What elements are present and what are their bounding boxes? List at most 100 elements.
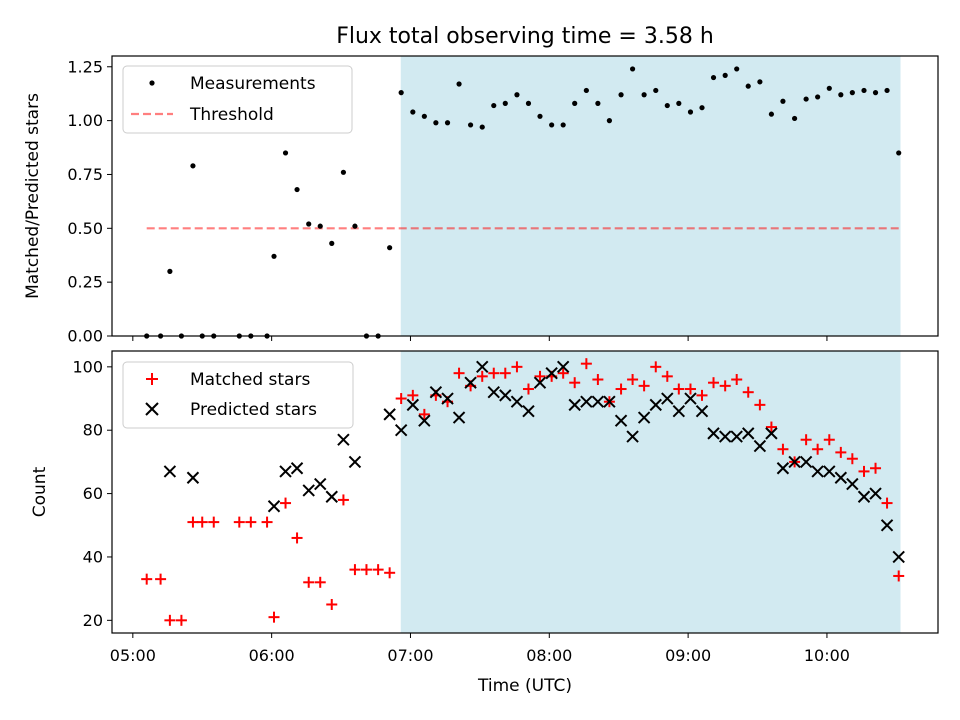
measurement-point [271,253,277,259]
predicted-star-point [499,389,512,402]
legend-measurements-label: Measurements [190,74,316,94]
top-panel: 0.00 0.25 0.50 0.75 1.00 1.25 Matched/Predict… [23,55,939,346]
x-tick-label: 09:00 [665,646,711,665]
measurement-point [734,66,740,72]
measurement-point [653,87,659,94]
legend-measurements-marker [149,80,155,86]
bottom-observing-span [400,351,901,633]
predicted-star-point [163,465,177,478]
predicted-star-point [614,414,628,427]
top-legend: Measurements Threshold [122,65,353,134]
predicted-star-point [302,484,315,497]
measurement-point [491,102,497,109]
matched-star-point [453,367,465,379]
matched-star-point [196,516,208,528]
matched-star-point [673,383,685,395]
x-tick-label: 08:00 [526,646,572,665]
matched-star-point [511,361,523,373]
predicted-star-point [267,500,281,513]
predicted-star-point [325,490,338,503]
matched-star-point [557,367,569,379]
predicted-star-point [522,404,535,418]
matched-star-point [754,399,766,411]
predicted-star-point [672,404,686,418]
predicted-star-point [765,427,778,440]
measurement-point [456,81,462,87]
matched-star-point [650,361,662,373]
matched-star-point [499,367,511,379]
predicted-star-point [834,471,848,484]
predicted-star-point [742,427,755,440]
x-tick-label: 06:00 [249,646,295,665]
legend-threshold-label: Threshold [189,105,274,125]
matched-star-point [893,570,905,582]
matched-star-point [823,434,835,446]
predicted-star-point [753,439,767,453]
measurement-point [433,120,439,126]
matched-star-point [164,614,176,626]
predicted-star-point [603,395,616,408]
matched-star-point [360,564,372,576]
matched-star-point [407,389,419,401]
predicted-star-point [776,462,790,475]
top-y-tick-label: 0.75 [67,165,103,184]
predicted-star-point [441,392,454,405]
matched-star-point [615,383,627,395]
measurement-point [479,124,485,130]
measurement-point [849,90,855,96]
predicted-star-point [510,395,524,408]
matched-star-point [719,380,731,392]
measurement-point [560,122,566,128]
bottom-panel: 20 40 60 80 100 05:00 06:00 07:00 08:00 09:00 10:0… [30,350,939,696]
predicted-star-point [799,455,813,469]
predicted-star-point [406,398,420,412]
measurement-point [687,109,694,115]
measurement-point [549,122,555,128]
predicted-star-point [290,462,304,475]
matched-star-point [303,576,315,588]
predicted-star-point [464,376,477,389]
measurement-point [791,115,798,122]
predicted-star-point [684,392,697,405]
matched-star-point [858,465,870,477]
measurement-point [757,79,763,85]
measurement-point [352,223,358,229]
predicted-star-point [637,411,651,424]
measurement-point [444,120,451,126]
predicted-star-point [626,430,639,443]
matched-star-point [337,494,349,506]
top-y-tick-label: 0.00 [67,327,103,346]
bottom-y-axis-label: Count [30,466,50,517]
measurement-point [317,223,323,229]
measurement-point [699,105,705,111]
matched-star-point [881,497,893,509]
predicted-star-point [661,392,674,405]
predicted-star-point [707,427,720,440]
measurement-point [872,90,879,96]
matched-star-point [846,453,858,465]
matched-star-point [661,370,673,382]
matched-star-point [233,516,245,528]
matched-star-point [280,497,292,509]
top-observing-span [400,56,901,336]
x-tick-label: 10:00 [804,646,850,665]
matched-star-point [268,611,280,623]
matched-star-point [372,564,384,576]
predicted-star-point [186,471,200,484]
predicted-star-point [394,424,408,437]
predicted-star-point [649,398,662,412]
matched-star-point [800,434,812,446]
x-axis-label: Time (UTC) [477,676,572,696]
measurement-point [167,268,173,274]
predicted-star-point [811,465,824,478]
matched-star-point [696,389,708,401]
measurement-point [387,245,393,251]
matched-star-point [314,576,326,588]
predicted-star-point [591,395,605,408]
matched-star-point [580,358,592,370]
matched-star-point [488,367,500,379]
predicted-star-point [487,385,500,399]
matched-star-point [155,573,167,585]
measurement-point [768,111,775,117]
x-tick-label: 07:00 [387,646,433,665]
